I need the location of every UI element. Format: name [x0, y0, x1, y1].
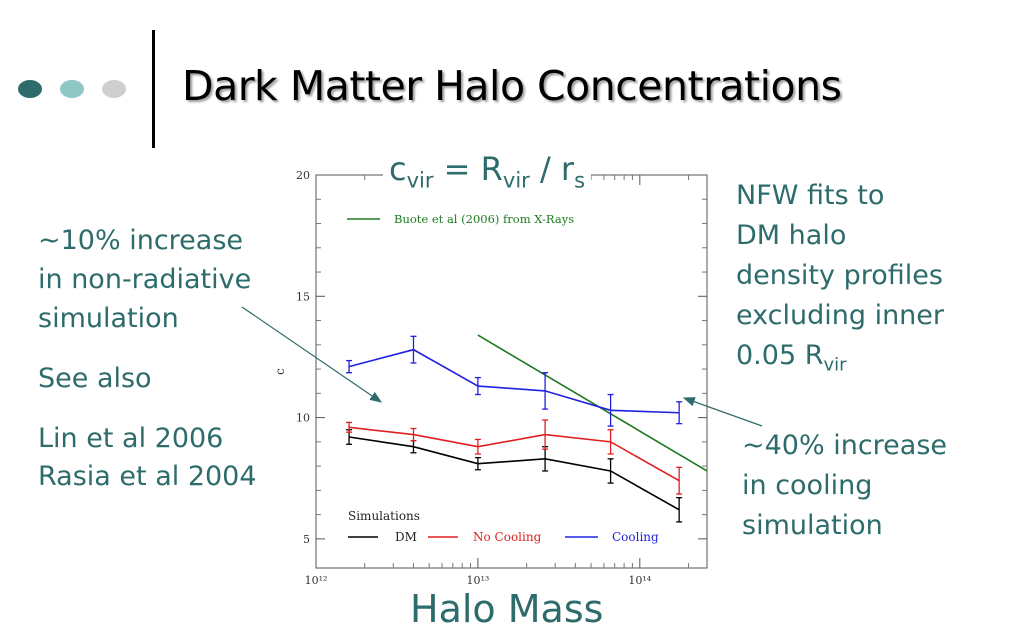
note-increase-line-3: simulation [38, 303, 179, 334]
y-tick-label: 20 [296, 169, 310, 182]
formula-r-sub: vir [502, 168, 530, 193]
y-tick-label: 10 [296, 412, 310, 425]
buote-line [477, 334, 708, 472]
note-nfw-line-3: density profiles [736, 260, 943, 291]
formula-slash: / r [539, 150, 575, 188]
halo-mass-label: Halo Mass [406, 587, 608, 631]
note-see-also: See also [38, 363, 152, 394]
formula-c: c [389, 150, 407, 188]
series-line-no-cooling [348, 426, 680, 482]
cvir-formula: cvir = Rvir / rs [383, 150, 592, 193]
note-nfw-line-2: DM halo [736, 220, 847, 251]
legend-series-label: No Cooling [473, 530, 542, 544]
note-ref-2: Rasia et al 2004 [38, 461, 257, 492]
formula-eq: = R [443, 150, 503, 188]
note-nfw-line-4: excluding inner [736, 300, 945, 331]
y-tick-label: 5 [303, 533, 310, 546]
formula-c-sub: vir [406, 168, 434, 193]
note-nfw-last: 0.05 R [736, 340, 824, 371]
note-increase-line-1: ~10% increase [38, 225, 244, 256]
note-nfw-line-5: 0.05 Rvir [736, 337, 847, 383]
slide-title: Dark Matter Halo Concentrations [182, 62, 842, 110]
legend-series-label: DM [395, 530, 417, 544]
note-ref-1: Lin et al 2006 [38, 423, 224, 454]
y-axis-label: c [273, 368, 287, 375]
note-cooling-line-3: simulation [742, 510, 883, 541]
note-cooling-line-1: ~40% increase [742, 430, 948, 461]
bullet-dot-light [60, 80, 84, 98]
note-nfw-line-1: NFW fits to [736, 180, 885, 211]
note-increase-line-2: in non-radiative [38, 264, 252, 295]
note-nfw-last-sub: vir [823, 354, 847, 376]
title-divider [152, 30, 155, 148]
legend-simulations-title: Simulations [348, 509, 420, 523]
x-tick-label: 10¹² [305, 574, 328, 587]
note-cooling-line-2: in cooling [742, 470, 873, 501]
legend-series-label: Cooling [612, 530, 659, 544]
concentration-chart: 5 10 15 20 10¹² 10¹³ 10¹⁴ c Buote et al (2006) f… [273, 169, 708, 587]
series-line-cooling [348, 348, 680, 414]
bullet-dot-dark [18, 80, 42, 98]
series-line-dm [348, 436, 680, 511]
x-tick-label: 10¹⁴ [628, 574, 651, 587]
y-tick-label: 15 [296, 290, 310, 303]
x-tick-label: 10¹³ [466, 574, 489, 587]
bullet-dot-grey [102, 80, 126, 98]
formula-s-sub: s [574, 168, 586, 193]
legend-buote-label: Buote et al (2006) from X-Rays [394, 212, 574, 226]
